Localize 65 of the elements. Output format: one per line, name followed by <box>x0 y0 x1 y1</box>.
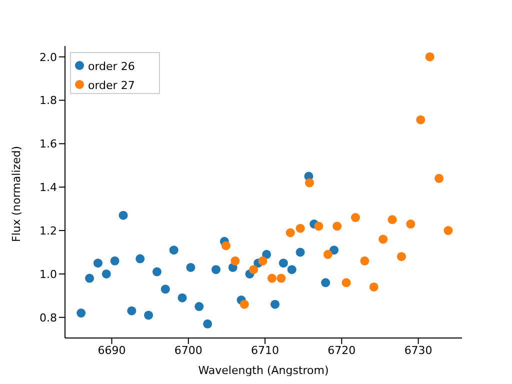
point <box>240 300 249 309</box>
y-tick-label: 0.8 <box>40 311 57 324</box>
point <box>178 293 187 302</box>
legend-label: order 26 <box>88 60 135 73</box>
point <box>221 241 230 250</box>
point <box>127 306 136 316</box>
point <box>296 224 305 233</box>
point <box>203 319 212 328</box>
y-axis-title: Flux (normalized) <box>10 146 23 242</box>
point <box>160 284 170 294</box>
y-tick-label: 1.8 <box>40 94 57 108</box>
x-tick-label: 6730 <box>404 344 432 357</box>
point <box>276 274 286 283</box>
point <box>93 258 102 268</box>
point <box>118 210 128 220</box>
point <box>270 300 280 309</box>
point <box>102 269 111 278</box>
point <box>396 252 406 262</box>
point <box>287 265 296 274</box>
point <box>323 250 332 259</box>
point <box>304 178 314 188</box>
point <box>406 220 416 229</box>
point <box>152 267 162 276</box>
point <box>369 282 378 292</box>
point <box>314 222 324 231</box>
point <box>278 258 288 268</box>
point <box>267 274 276 283</box>
point <box>425 52 434 62</box>
x-tick-label: 6690 <box>98 344 126 357</box>
point <box>286 228 295 238</box>
y-tick-label: 2.0 <box>40 50 57 64</box>
point <box>330 246 339 255</box>
point <box>110 256 120 266</box>
x-tick-label: 6700 <box>174 344 202 357</box>
point <box>85 274 94 283</box>
point <box>332 222 342 231</box>
point <box>434 174 444 183</box>
point <box>169 246 178 255</box>
point <box>136 254 145 264</box>
point <box>186 262 196 272</box>
point <box>360 256 370 266</box>
point <box>321 278 330 288</box>
x-tick-label: 6720 <box>328 344 356 357</box>
y-tick-label: 1.2 <box>40 224 57 238</box>
point <box>350 213 360 222</box>
y-tick-label: 1.6 <box>40 138 57 151</box>
point <box>258 256 268 266</box>
point <box>444 226 453 236</box>
point <box>296 248 305 257</box>
point <box>144 310 154 320</box>
point <box>262 250 272 259</box>
point <box>76 308 86 318</box>
point <box>211 265 220 274</box>
y-tick-label: 1.0 <box>40 268 57 281</box>
x-axis-title: Wavelength (Angstrom) <box>198 364 329 377</box>
point <box>194 302 204 312</box>
legend-label: order 27 <box>88 79 135 92</box>
point <box>378 234 388 244</box>
point <box>388 215 397 224</box>
y-tick-label: 1.4 <box>40 181 57 194</box>
point <box>249 265 258 274</box>
point <box>416 115 426 124</box>
point <box>230 256 240 266</box>
x-tick-label: 6710 <box>251 344 280 357</box>
point <box>342 278 351 288</box>
